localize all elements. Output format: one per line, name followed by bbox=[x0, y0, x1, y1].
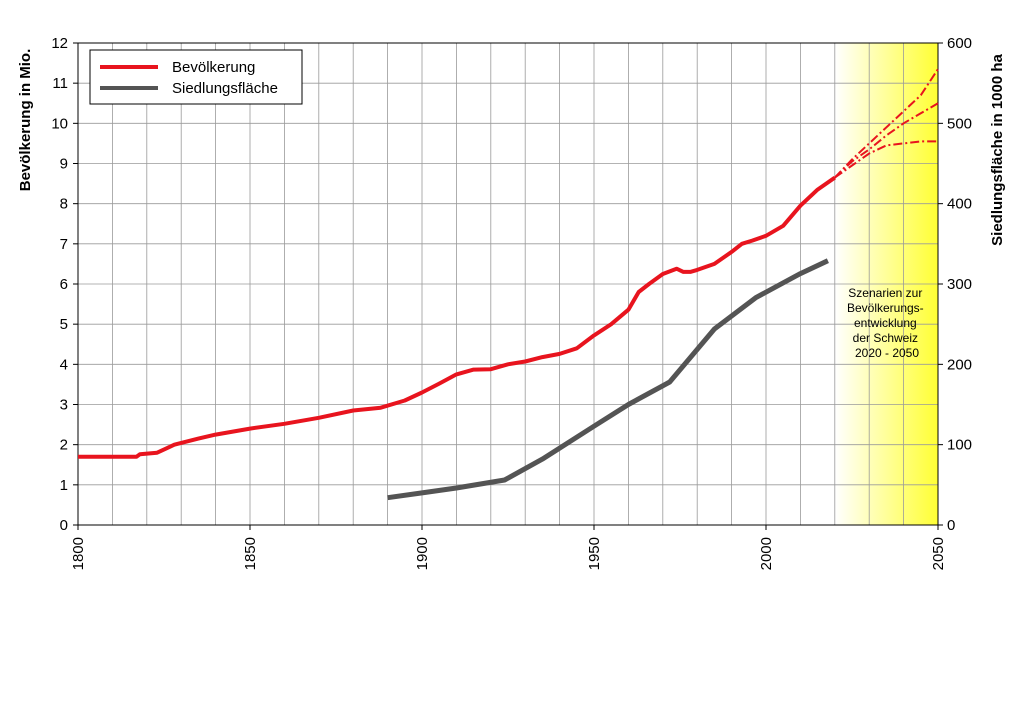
x-tick-label: 1950 bbox=[586, 537, 603, 570]
scenario-line-3 bbox=[834, 140, 938, 179]
y-left-tick-label: 10 bbox=[51, 115, 68, 132]
x-tick-label: 1850 bbox=[242, 537, 259, 570]
scenario-line-2 bbox=[834, 102, 939, 179]
y-left-tick-label: 4 bbox=[60, 356, 68, 373]
y-axis-right-title: Siedlungsfläche in 1000 ha bbox=[989, 53, 1006, 245]
y-left-tick-label: 2 bbox=[60, 437, 68, 454]
y-right-tick-label: 600 bbox=[947, 35, 972, 52]
x-tick-label: 2050 bbox=[930, 537, 947, 570]
scenario-annotation-line-2: Bevölkerungs- bbox=[847, 301, 924, 315]
y-left-tick-label: 5 bbox=[60, 316, 68, 333]
y-right-tick-label: 400 bbox=[947, 196, 972, 213]
grid bbox=[77, 42, 939, 526]
y-left-tick-label: 0 bbox=[60, 517, 68, 534]
series-line-siedlungsflaeche bbox=[387, 258, 829, 501]
y-axis-left-title: Bevölkerung in Mio. bbox=[17, 49, 34, 192]
scenario-annotation-line-5: 2020 - 2050 bbox=[855, 346, 919, 360]
scenario-line-1 bbox=[834, 68, 939, 179]
y-right-tick-label: 0 bbox=[947, 517, 955, 534]
legend-label-bevoelkerung: Bevölkerung bbox=[172, 59, 255, 76]
x-tick-label: 1800 bbox=[70, 537, 87, 570]
scenario-annotation-line-3: entwicklung bbox=[854, 316, 917, 330]
x-tick-label: 2000 bbox=[758, 537, 775, 570]
x-tick-label: 1900 bbox=[414, 537, 431, 570]
legend: Bevölkerung Siedlungsfläche bbox=[89, 49, 303, 105]
scenario-annotation: Szenarien zur Bevölkerungs- entwicklung … bbox=[847, 286, 927, 360]
series-line-bevoelkerung bbox=[78, 175, 836, 459]
y-left-tick-label: 6 bbox=[60, 276, 68, 293]
y-left-tick-label: 11 bbox=[52, 75, 68, 92]
y-left-tick-label: 8 bbox=[60, 196, 68, 213]
y-left-tick-label: 1 bbox=[60, 477, 68, 494]
scenario-annotation-line-4: der Schweiz bbox=[853, 331, 918, 345]
x-axis-ticks: 1800 1850 1900 1950 2000 2050 bbox=[70, 525, 947, 570]
legend-label-siedlungsflaeche: Siedlungsfläche bbox=[172, 80, 278, 97]
y-right-tick-label: 200 bbox=[947, 356, 972, 373]
legend-box bbox=[89, 49, 303, 105]
y-right-tick-label: 100 bbox=[947, 437, 972, 454]
y-right-tick-label: 500 bbox=[947, 115, 972, 132]
y-left-tick-label: 9 bbox=[60, 156, 68, 173]
series-layer bbox=[78, 68, 939, 501]
right-axis-ticks: 0 100 200 300 400 500 600 bbox=[938, 35, 972, 534]
y-left-tick-label: 3 bbox=[60, 397, 68, 414]
scenario-annotation-line-1: Szenarien zur bbox=[848, 286, 922, 300]
y-left-tick-label: 12 bbox=[51, 35, 68, 52]
y-right-tick-label: 300 bbox=[947, 276, 972, 293]
y-left-tick-label: 7 bbox=[60, 236, 68, 253]
